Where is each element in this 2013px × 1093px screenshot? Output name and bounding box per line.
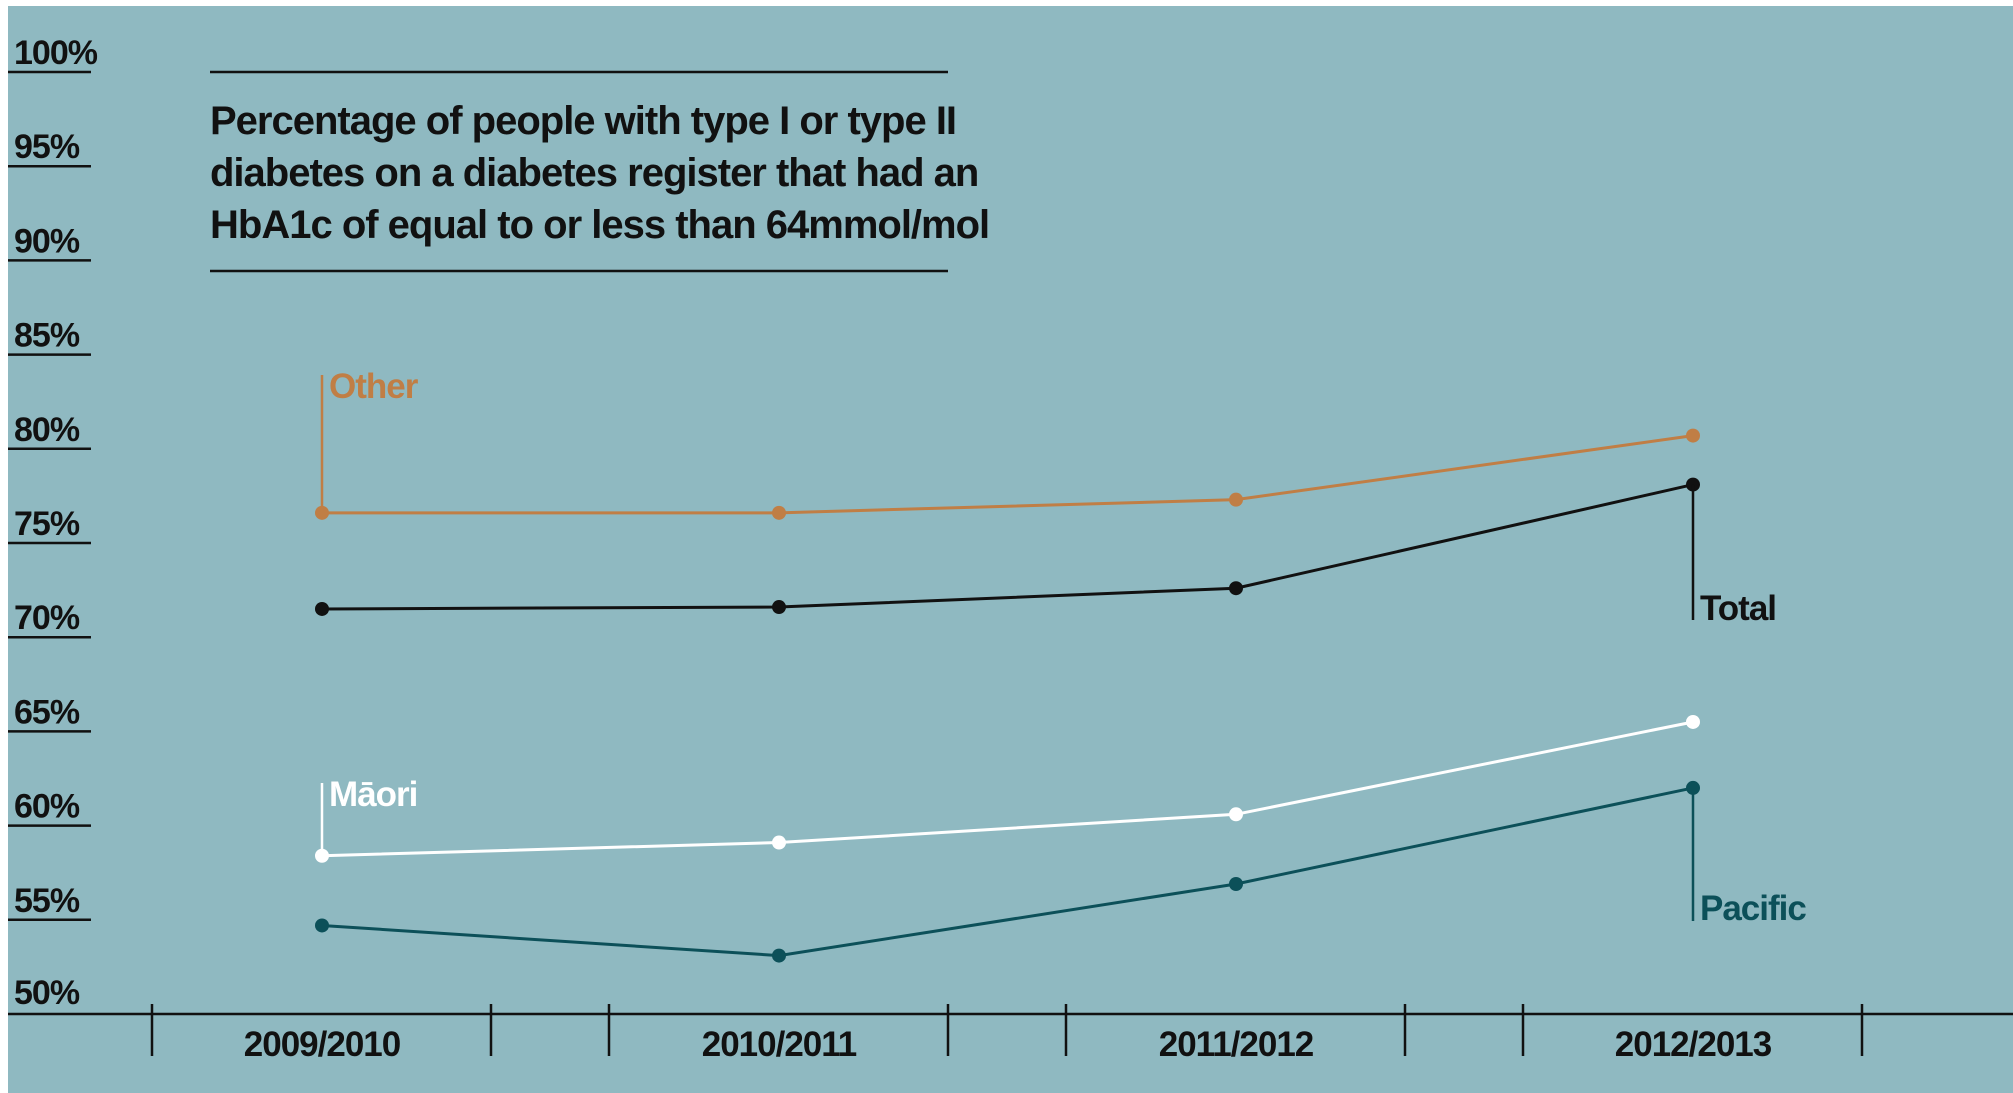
- data-point-other: [1686, 428, 1700, 443]
- series-label-total: Total: [1700, 589, 1776, 628]
- data-point-other: [1229, 492, 1243, 507]
- x-axis: 2009/2010 2010/2011 2011/2012 2012/2013: [8, 1004, 2013, 1064]
- y-tick-label: 75%: [14, 505, 80, 543]
- y-tick-label: 95%: [14, 128, 80, 166]
- data-point-maori: [1686, 714, 1700, 729]
- series-labels: Other Total Māori Pacific: [320, 367, 1807, 928]
- x-tick-label: 2011/2012: [1159, 1025, 1314, 1064]
- series-lines: [315, 428, 1700, 963]
- series-label-other: Other: [329, 367, 419, 406]
- series-line-total: [321, 483, 1694, 611]
- chart-title-line-3: HbA1c of equal to or less than 64mmol/mo…: [210, 203, 989, 247]
- data-point-total: [1229, 581, 1243, 596]
- series-label-pacific: Pacific: [1700, 889, 1806, 928]
- x-tick-label: 2012/2013: [1615, 1025, 1772, 1064]
- series-line-pacific: [321, 786, 1694, 958]
- x-tick-label: 2010/2011: [702, 1025, 857, 1064]
- x-tick-label: 2009/2010: [244, 1025, 401, 1064]
- data-point-maori: [772, 835, 786, 850]
- data-point-total: [315, 601, 329, 616]
- series-label-maori: Māori: [329, 775, 417, 814]
- y-tick-label: 60%: [14, 788, 80, 826]
- data-point-maori: [1229, 807, 1243, 822]
- y-tick-label: 80%: [14, 411, 80, 449]
- chart-title: Percentage of people with type I or type…: [210, 70, 990, 273]
- chart-background: [8, 6, 2013, 1093]
- series-line-maori: [321, 720, 1694, 858]
- series-line-other: [322, 434, 1694, 515]
- y-tick-label: 90%: [14, 222, 80, 260]
- data-point-pacific: [1229, 877, 1243, 892]
- y-tick-label: 65%: [14, 693, 80, 731]
- data-point-pacific: [772, 948, 786, 963]
- data-point-other: [772, 505, 786, 520]
- y-tick-label: 100%: [14, 34, 98, 72]
- data-point-total: [772, 600, 786, 615]
- series-maori: [315, 714, 1700, 863]
- y-tick-label: 85%: [14, 317, 80, 355]
- chart-title-line-1: Percentage of people with type I or type…: [210, 99, 956, 143]
- y-axis: 100% 95% 90% 85% 80% 75% 70% 65% 60% 55% 50%: [8, 34, 99, 1012]
- chart-title-line-2: diabetes on a diabetes register that had…: [210, 151, 978, 195]
- data-point-pacific: [315, 918, 329, 933]
- y-tick-label: 55%: [14, 882, 80, 920]
- y-tick-label: 70%: [14, 599, 80, 637]
- y-tick-label: 50%: [14, 974, 80, 1012]
